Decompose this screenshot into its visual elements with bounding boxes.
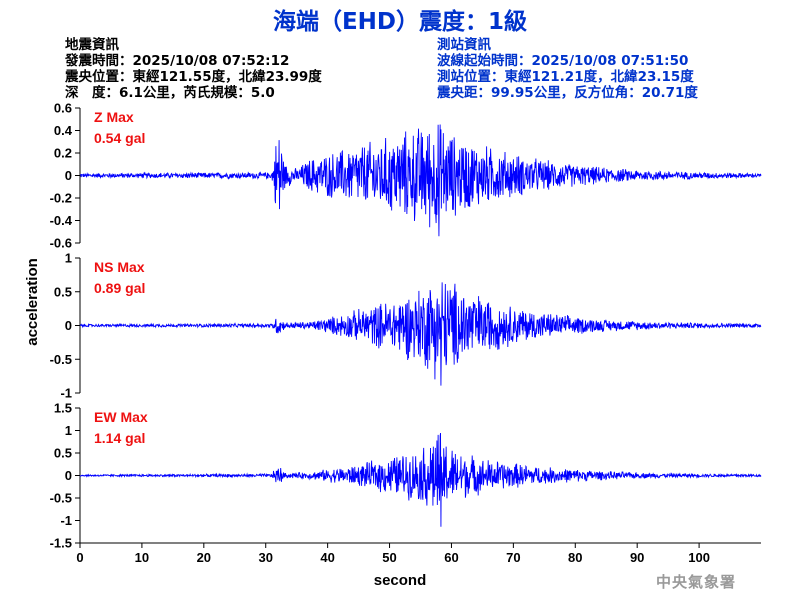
station-info-heading: 測站資訊 — [437, 37, 491, 53]
y-tick-label: -1.5 — [50, 536, 72, 551]
max-label-value: 0.54 gal — [94, 130, 145, 146]
max-label-component: Z Max — [94, 109, 134, 125]
waveform-ns — [79, 282, 762, 386]
y-axis-title: acceleration — [24, 258, 41, 346]
y-tick-label: 0 — [65, 318, 72, 333]
panel-ns: -1 -0.5 0 0.5 1 NS Max 0.89 gal — [50, 251, 762, 401]
x-tick-label: 20 — [197, 550, 211, 565]
page-title: 海端（EHD）震度：1級 — [272, 9, 528, 35]
y-tick-label: 1 — [65, 251, 72, 266]
x-axis: 0 10 20 30 40 50 60 70 80 90 100 second — [76, 542, 761, 589]
y-tick-label: -1 — [60, 386, 72, 401]
y-tick-label: -0.6 — [50, 236, 72, 251]
station-info-block: 測站資訊 波線起始時間：2025/10/08 07:51:50 測站位置：東經1… — [437, 37, 698, 101]
y-tick-label: -0.5 — [50, 491, 72, 506]
y-tick-label: -0.2 — [50, 191, 72, 206]
y-tick-label: -0.5 — [50, 352, 72, 367]
x-tick-label: 70 — [506, 550, 520, 565]
earthquake-info-block: 地震資訊 發震時間：2025/10/08 07:52:12 震央位置：東經121… — [65, 37, 322, 101]
wave-start-text: 波線起始時間：2025/10/08 07:51:50 — [437, 53, 689, 69]
y-tick-label: 0.5 — [54, 284, 72, 299]
epicenter-text: 震央位置：東經121.55度，北緯23.99度 — [65, 69, 322, 85]
y-tick-label: -1 — [60, 513, 72, 528]
depth-magnitude-text: 深 度：6.1公里，芮氏規模：5.0 — [65, 85, 275, 101]
max-label-value: 1.14 gal — [94, 430, 145, 446]
y-tick-label: -0.4 — [50, 213, 73, 228]
x-tick-label: 50 — [382, 550, 396, 565]
max-label-component: EW Max — [94, 409, 148, 425]
earthquake-info-heading: 地震資訊 — [65, 37, 119, 53]
y-tick-label: 0.6 — [54, 101, 72, 116]
y-tick-label: 1.5 — [54, 401, 72, 416]
x-tick-label: 90 — [630, 550, 644, 565]
x-tick-label: 0 — [76, 550, 83, 565]
origin-time-text: 發震時間：2025/10/08 07:52:12 — [65, 53, 290, 69]
y-tick-label: 0.2 — [54, 146, 72, 161]
x-tick-label: 80 — [568, 550, 582, 565]
max-label-component: NS Max — [94, 259, 145, 275]
station-location-text: 測站位置：東經121.21度，北緯23.15度 — [437, 69, 694, 85]
x-tick-label: 40 — [320, 550, 334, 565]
x-tick-label: 10 — [135, 550, 149, 565]
waveform-z — [79, 124, 762, 237]
y-tick-label: 1 — [65, 423, 72, 438]
y-tick-label: 0.4 — [54, 123, 73, 138]
x-tick-label: 100 — [688, 550, 710, 565]
panel-z: -0.6 -0.4 -0.2 0 0.2 0.4 0.6 Z Max 0.54 gal — [50, 101, 762, 251]
epicentral-distance-text: 震央距：99.95公里，反方位角：20.71度 — [437, 85, 698, 101]
x-axis-title: second — [374, 572, 427, 589]
agency-watermark: 中央氣象署 — [656, 573, 737, 591]
y-tick-label: 0.5 — [54, 446, 72, 461]
waveform-ew — [79, 432, 762, 527]
x-tick-label: 30 — [258, 550, 272, 565]
x-tick-label: 60 — [444, 550, 458, 565]
y-tick-label: 0 — [65, 468, 72, 483]
max-label-value: 0.89 gal — [94, 280, 145, 296]
y-tick-label: 0 — [65, 168, 72, 183]
panel-ew: -1.5 -1 -0.5 0 0.5 1 1.5 EW Max 1.14 gal — [50, 401, 762, 551]
